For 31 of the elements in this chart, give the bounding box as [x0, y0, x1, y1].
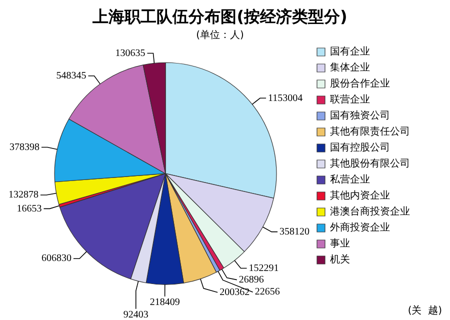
text: (关 越) [408, 304, 442, 317]
data-label: 548345 [56, 70, 86, 82]
data-label: 152291 [248, 262, 279, 274]
legend-label: 其他有限责任公司 [330, 126, 410, 138]
data-label: 132878 [8, 190, 38, 201]
legend-label: 私营企业 [330, 174, 370, 186]
data-label: 92403 [123, 310, 148, 320]
legend-label: 其他内资企业 [330, 190, 390, 202]
data-label: 378398 [9, 142, 40, 153]
data-label: 200362 [220, 287, 250, 298]
legend-label: 港澳台商投资企业 [330, 206, 410, 218]
legend-label: 事业 [330, 238, 350, 250]
data-label: 1153004 [268, 92, 303, 104]
data-label: 26896 [238, 274, 264, 286]
legend-label: 国有独资公司 [330, 110, 390, 122]
legend-label: 股份合作企业 [330, 78, 390, 90]
data-label: 606830 [41, 253, 72, 264]
legend-label: 其他股份有限公司 [330, 158, 410, 170]
data-label: 16653 [16, 203, 42, 214]
legend-label: 外商投资企业 [330, 222, 390, 234]
legend-label: 机关 [330, 254, 350, 266]
data-label: 130635 [115, 48, 146, 59]
legend-label: 国有控股公司 [330, 142, 390, 154]
legend-label: 国有企业 [330, 46, 370, 58]
legend-label: 集体企业 [330, 62, 370, 74]
data-label: 22656 [254, 286, 280, 298]
data-label: 358120 [280, 226, 310, 238]
legend-label: 联营企业 [330, 94, 370, 106]
data-label: 218409 [150, 297, 180, 308]
chart-subtitle: (单位：人) [196, 28, 244, 41]
chart-title: 上海职工队伍分布图(按经济类型分) [92, 6, 348, 26]
